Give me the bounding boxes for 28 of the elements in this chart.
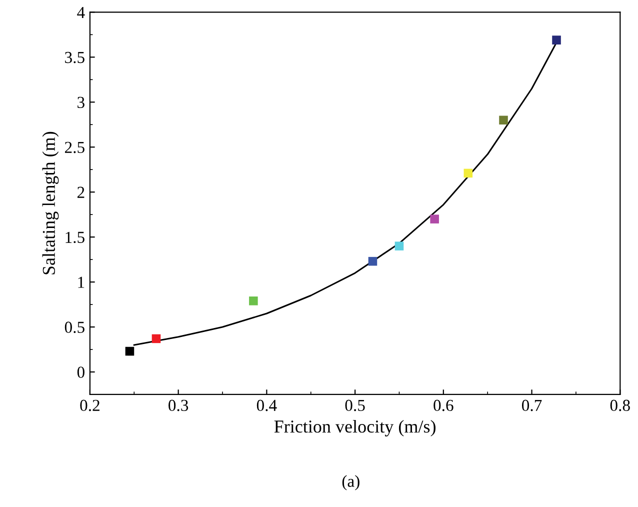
point <box>552 36 561 44</box>
point <box>368 256 378 266</box>
x-tick-label: 0.8 <box>610 400 630 412</box>
x-tick-label: 0.2 <box>80 400 100 412</box>
point <box>430 214 439 224</box>
x-tick-label: 0.3 <box>168 400 188 412</box>
y-tick-label: 1.5 <box>66 232 84 244</box>
point <box>394 242 404 250</box>
x-tick-label: 0.7 <box>522 400 542 412</box>
x-axis-title: Friction velocity (m/s) <box>274 420 436 436</box>
y-tick-label: 4 <box>77 6 85 18</box>
point <box>152 334 161 344</box>
x-tick-label: 0.5 <box>345 400 365 412</box>
point <box>249 296 258 306</box>
y-tick-label: 1 <box>78 276 84 288</box>
x-tick-label: 0.6 <box>434 400 454 412</box>
y-tick-label: 2.5 <box>64 142 84 154</box>
x-tick-label: 0.4 <box>256 400 277 412</box>
y-tick-label: 0.5 <box>64 322 84 334</box>
y-tick-label: 2 <box>77 186 84 198</box>
point <box>125 346 134 356</box>
point <box>464 168 473 178</box>
text: (a) <box>342 475 360 490</box>
y-axis-title: Saltating length (m) <box>42 132 59 274</box>
y-tick-label: 3.5 <box>65 52 84 64</box>
point <box>499 116 508 124</box>
y-tick-label: 3 <box>78 96 84 108</box>
y-tick-label: 0 <box>77 366 84 378</box>
